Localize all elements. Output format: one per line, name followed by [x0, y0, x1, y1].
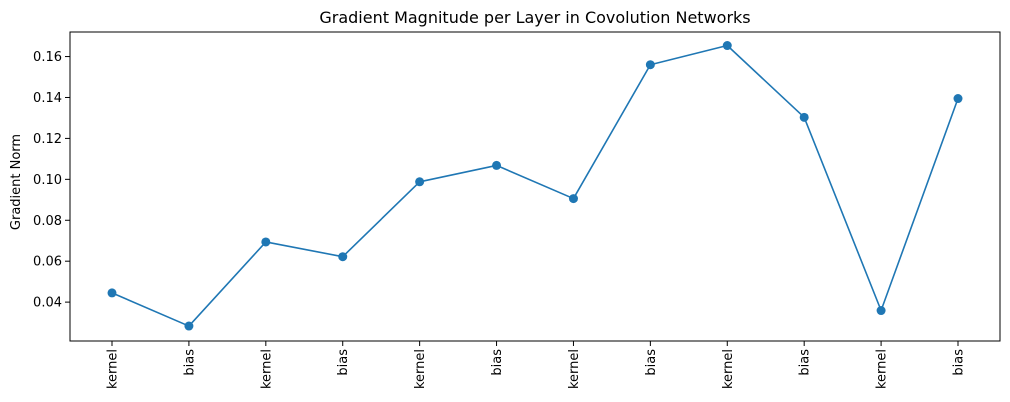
data-point: [722, 41, 732, 51]
data-point: [568, 194, 578, 204]
chart-title: Gradient Magnitude per Layer in Covoluti…: [319, 8, 750, 27]
plot-frame: [69, 31, 1001, 342]
y-axis-label: Gradient Norm: [9, 134, 24, 230]
y-tick-label: 0.06: [33, 255, 62, 270]
data-point: [261, 237, 271, 247]
series-line: [111, 44, 959, 327]
y-tick-label: 0.16: [33, 50, 62, 65]
y-tick-label: 0.04: [33, 296, 62, 311]
x-tick-label: kernel: [721, 349, 736, 389]
x-tick-label: kernel: [567, 349, 582, 389]
x-tick-label: bias: [490, 349, 505, 376]
x-tick-label: kernel: [106, 349, 121, 389]
data-point: [799, 112, 809, 122]
data-point: [492, 160, 502, 170]
y-tick-label: 0.12: [33, 132, 62, 147]
x-tick-label: kernel: [413, 349, 428, 389]
x-tick-label: bias: [336, 349, 351, 376]
data-point: [184, 321, 194, 331]
x-tick-label: kernel: [259, 349, 274, 389]
x-tick-label: bias: [182, 349, 197, 376]
x-tick-label: kernel: [875, 349, 890, 389]
y-tick-label: 0.08: [33, 214, 62, 229]
plot-area: 0.04 0.06 0.08 0.10 0.12 0.14 0.16 kernel bias ke…: [33, 31, 1001, 389]
data-point: [415, 177, 425, 187]
y-tick-label: 0.10: [33, 173, 62, 188]
x-tick-label: bias: [798, 349, 813, 376]
data-point: [107, 288, 117, 298]
data-point: [953, 94, 963, 104]
data-point: [876, 306, 886, 316]
data-point: [338, 252, 348, 262]
x-tick-label: bias: [952, 349, 967, 376]
y-tick-label: 0.14: [33, 91, 62, 106]
x-tick-label: bias: [644, 349, 659, 376]
data-point: [645, 60, 655, 70]
